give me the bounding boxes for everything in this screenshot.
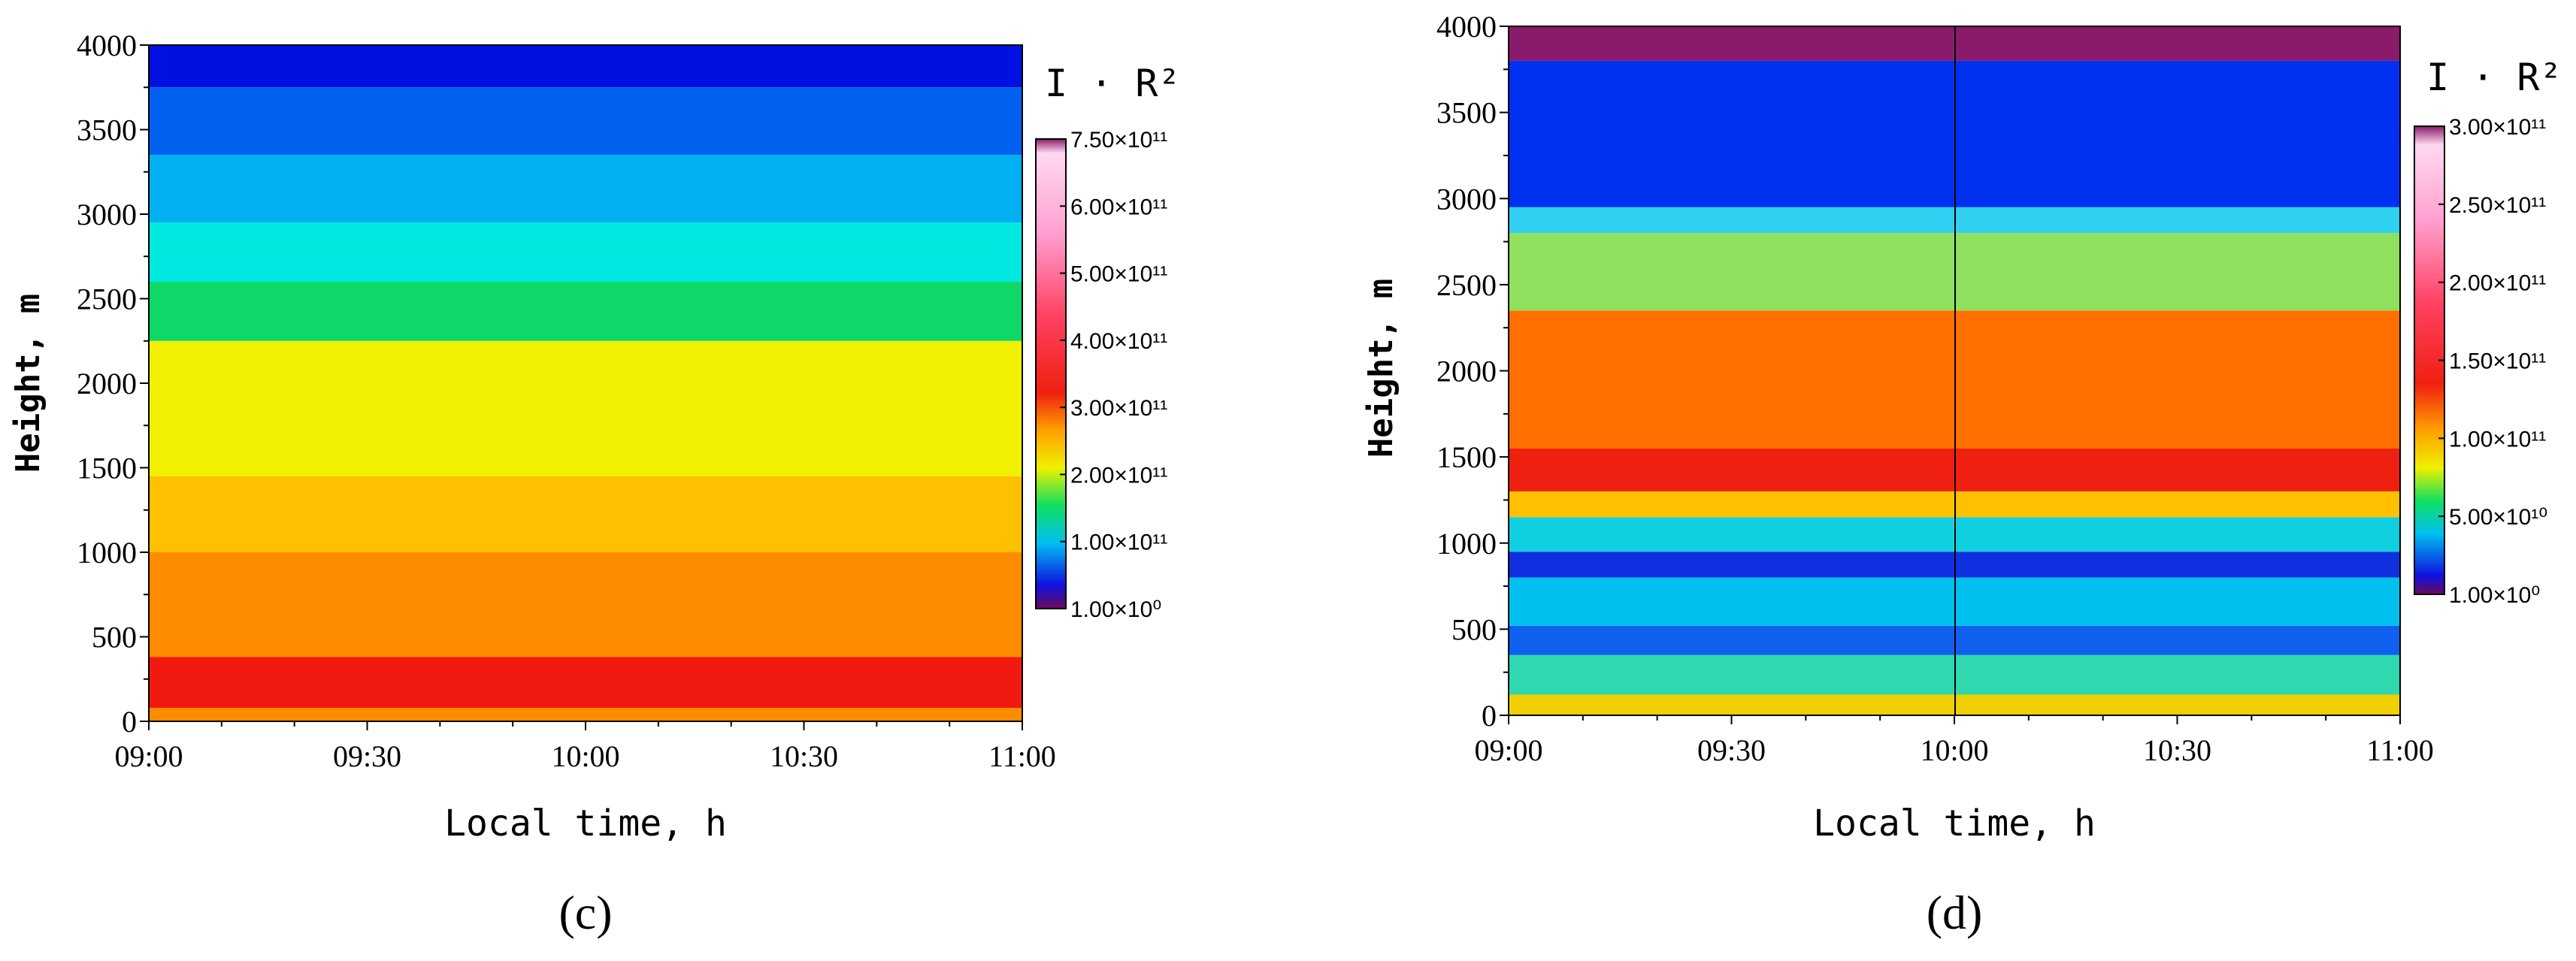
- colorbar-tick-label: 2.50×10¹¹: [2449, 193, 2546, 218]
- y-tick-label: 1500: [1436, 440, 1497, 474]
- heatmap-band-5: [149, 282, 1022, 341]
- x-tick-label: 10:00: [551, 739, 619, 773]
- y-ticks-d: 0 500 1000 1500 2000 2500 3000 3500 4000: [1436, 10, 1509, 733]
- heatmap-c: [149, 45, 1022, 721]
- colorbar-tick-label: 5.00×10¹⁰: [2449, 505, 2547, 530]
- x-tick-label: 09:00: [114, 739, 183, 773]
- heatmap-band-4: [149, 340, 1022, 476]
- colorbar-c: [1035, 138, 1067, 609]
- heatmap-band-1: [149, 657, 1022, 708]
- heatmap-band-2: [149, 552, 1022, 657]
- y-tick-label: 4000: [1436, 10, 1497, 44]
- y-tick-label: 4000: [77, 29, 137, 62]
- x-tick-label: 09:30: [333, 739, 401, 773]
- y-tick-label: 1000: [77, 536, 137, 570]
- x-tick-label: 09:30: [1697, 733, 1766, 767]
- colorbar-tick-label: 4.00×10¹¹: [1070, 329, 1167, 354]
- colorbar-ticks-d: 3.00×10¹¹ 2.50×10¹¹ 2.00×10¹¹ 1.50×10¹¹ 1.00…: [2438, 115, 2547, 608]
- y-tick-label: 3000: [1436, 182, 1497, 216]
- colorbar-tick-label: 5.00×10¹¹: [1070, 262, 1167, 287]
- y-tick-label: 500: [92, 621, 137, 654]
- panel-label-c: (c): [558, 886, 612, 939]
- heatmap-band-3: [149, 476, 1022, 552]
- colorbar-tick-label: 1.00×10⁰: [2449, 583, 2540, 608]
- colorbar-title-c: I · R²: [1045, 62, 1181, 105]
- colorbar-tick-label: 2.00×10¹¹: [1070, 463, 1167, 488]
- heatmap-band-0: [149, 708, 1022, 721]
- colorbar-tick-label: 6.00×10¹¹: [1070, 195, 1167, 219]
- y-tick-label: 3500: [1436, 96, 1497, 130]
- colorbar-tick-label: 7.50×10¹¹: [1070, 128, 1167, 153]
- heatmap-band-9: [149, 45, 1022, 88]
- x-axis-title-d: Local time, h: [1813, 802, 2096, 845]
- y-tick-label: 500: [1451, 612, 1497, 646]
- y-tick-label: 1500: [77, 452, 137, 485]
- x-tick-label: 10:30: [770, 739, 838, 773]
- x-tick-label: 10:00: [1920, 733, 1988, 767]
- x-ticks-d: 09:00 09:30 10:00 10:30 11:00: [1474, 715, 2434, 767]
- panel-label-d: (d): [1927, 886, 1983, 939]
- x-ticks-c: 09:00 09:30 10:00 10:30 11:00: [114, 721, 1056, 773]
- x-tick-label: 09:00: [1474, 733, 1542, 767]
- colorbar-tick-label: 1.00×10⁰: [1070, 597, 1161, 622]
- y-tick-label: 0: [122, 705, 137, 739]
- heatmap-band-8: [149, 87, 1022, 156]
- colorbar-tick-label: 3.00×10¹¹: [1070, 396, 1167, 421]
- y-tick-label: 3000: [77, 198, 137, 231]
- y-tick-label: 2000: [1436, 355, 1497, 388]
- x-tick-label: 10:30: [2143, 733, 2211, 767]
- y-tick-label: 0: [1482, 699, 1497, 733]
- heatmap-band-7: [149, 155, 1022, 223]
- y-tick-label: 2500: [1436, 268, 1497, 302]
- colorbar-tick-label: 1.00×10¹¹: [2449, 427, 2546, 452]
- colorbar-tick-label: 2.00×10¹¹: [2449, 271, 2546, 296]
- y-axis-title-c: Height, m: [9, 294, 47, 473]
- colorbar-tick-label: 3.00×10¹¹: [2449, 115, 2546, 140]
- y-tick-label: 2500: [77, 283, 137, 316]
- y-axis-title-d: Height, m: [1362, 279, 1400, 458]
- y-tick-label: 1000: [1436, 527, 1497, 561]
- colorbar-title-d: I · R²: [2426, 56, 2562, 99]
- x-tick-label: 11:00: [2366, 733, 2434, 767]
- colorbar-tick-label: 1.50×10¹¹: [2449, 349, 2546, 374]
- x-tick-label: 11:00: [988, 739, 1056, 773]
- y-tick-label: 2000: [77, 367, 137, 400]
- x-axis-title-c: Local time, h: [444, 802, 727, 845]
- colorbar-ticks-c: 7.50×10¹¹ 6.00×10¹¹ 5.00×10¹¹ 4.00×10¹¹ 3.00…: [1060, 128, 1167, 622]
- heatmap-band-6: [149, 222, 1022, 282]
- y-ticks-c: 0 500 1000 1500 2000 2500 3000 3500 4000: [77, 29, 149, 739]
- colorbar-tick-label: 1.00×10¹¹: [1070, 530, 1167, 555]
- y-tick-label: 3500: [77, 113, 137, 147]
